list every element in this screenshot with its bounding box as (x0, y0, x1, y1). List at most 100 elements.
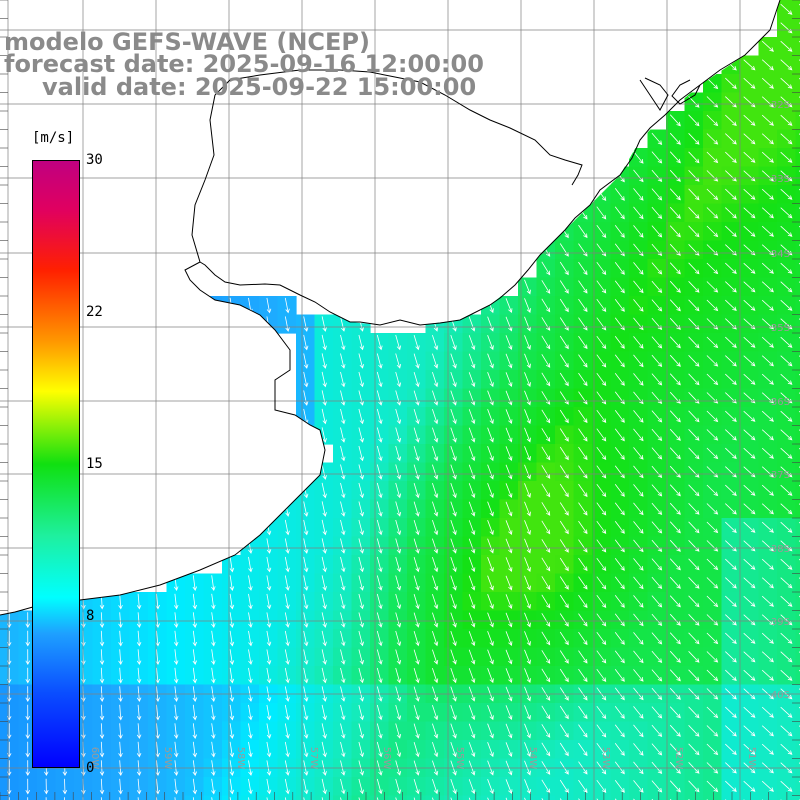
wind-arrow (395, 704, 402, 721)
wind-arrow (524, 520, 531, 535)
wind-arrow (651, 780, 663, 793)
wind-arrow (155, 704, 160, 721)
lat-label: 36S (771, 397, 790, 408)
wind-arrow (780, 281, 793, 293)
wind-arrow (524, 372, 531, 387)
wind-arrow (468, 446, 476, 462)
wind-arrow (725, 484, 737, 496)
wind-arrow (614, 188, 625, 201)
wind-arrow (541, 280, 551, 294)
wind-arrow (505, 464, 513, 480)
wind-arrow (780, 558, 793, 570)
wind-arrow (725, 373, 737, 385)
wind-arrow (706, 669, 719, 682)
wind-arrow (468, 409, 476, 425)
wind-arrow (614, 743, 625, 756)
wind-arrow (669, 188, 681, 201)
wind-arrow (541, 372, 551, 387)
wind-arrow (211, 667, 216, 684)
wind-arrow (578, 557, 588, 572)
wind-arrow (633, 428, 644, 442)
wind-arrow (578, 576, 588, 590)
lat-label: 33S (771, 174, 790, 185)
wind-arrow (468, 575, 476, 591)
wind-arrow (633, 595, 644, 608)
wind-arrow (524, 279, 531, 295)
wind-arrow (559, 280, 569, 294)
wind-arrow (358, 427, 364, 443)
wind-arrow (688, 595, 700, 608)
wind-arrow (358, 538, 364, 554)
wind-arrow (524, 594, 531, 609)
wind-arrow (211, 593, 216, 610)
wind-arrow (248, 778, 253, 795)
wind-arrow (688, 669, 700, 682)
wind-arrow (248, 593, 253, 610)
wind-arrow (578, 539, 588, 553)
wind-arrow (413, 334, 420, 351)
wind-arrow (413, 704, 420, 721)
wind-arrow (706, 355, 719, 367)
wind-arrow (725, 614, 737, 626)
wind-arrow (743, 725, 756, 737)
wind-arrow (541, 631, 551, 646)
wind-arrow (541, 354, 551, 368)
wind-arrow (614, 558, 625, 571)
wind-arrow (578, 354, 588, 368)
wind-arrow (432, 334, 439, 351)
wind-arrow (541, 409, 551, 424)
wind-arrow (725, 281, 737, 293)
lat-label: 34S (771, 249, 790, 260)
wind-arrow (651, 336, 663, 349)
wind-arrow (173, 593, 179, 610)
wind-arrow (321, 723, 327, 739)
wind-cell (203, 795, 223, 800)
lat-label: 40S (771, 690, 790, 701)
colorbar-tick-0: 0 (86, 760, 95, 776)
wind-arrow (541, 465, 551, 479)
wind-arrow (761, 114, 774, 126)
wind-arrow (614, 502, 625, 516)
wind-arrow (743, 651, 756, 663)
wind-arrow (743, 447, 756, 459)
wind-cell (259, 795, 279, 800)
wind-arrow (321, 390, 327, 406)
wind-arrow (743, 558, 756, 570)
wind-arrow (614, 447, 625, 460)
wind-arrow (761, 669, 774, 681)
wind-arrow (211, 778, 216, 795)
wind-cell (518, 795, 538, 800)
wind-cell (629, 795, 649, 800)
lon-label: 57W (308, 747, 319, 770)
wind-arrow (248, 556, 253, 573)
wind-cell (795, 592, 800, 612)
wind-cell (795, 407, 800, 427)
wind-arrow (413, 464, 420, 480)
lon-label: 58W (235, 747, 246, 770)
wind-arrow (559, 742, 569, 757)
wind-arrow (633, 521, 644, 534)
wind-arrow (487, 520, 494, 536)
wind-arrow (688, 540, 700, 552)
wind-arrow (669, 354, 681, 367)
wind-arrow (376, 390, 383, 406)
wind-arrow (321, 482, 327, 499)
wind-arrow (669, 669, 681, 682)
wind-arrow (413, 593, 420, 610)
wind-arrow (706, 410, 719, 423)
wind-arrow (706, 706, 719, 719)
wind-arrow (413, 741, 420, 758)
wind-arrow (450, 371, 457, 388)
wind-arrow (266, 741, 272, 758)
wind-arrow (505, 335, 513, 350)
wind-arrow (780, 743, 793, 755)
wind-arrow (725, 188, 737, 200)
wind-arrow (358, 371, 364, 388)
wind-arrow (743, 77, 756, 89)
wind-arrow (688, 614, 700, 626)
wind-arrow (651, 225, 663, 238)
wind-arrow (321, 316, 327, 332)
wind-arrow (248, 704, 253, 721)
wind-arrow (358, 353, 364, 369)
wind-arrow (432, 667, 439, 684)
